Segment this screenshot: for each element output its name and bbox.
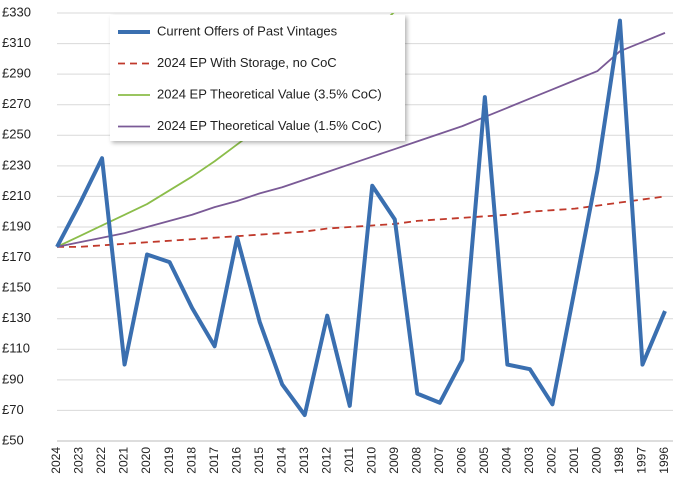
x-tick-label: 2012 xyxy=(319,447,333,474)
y-tick-label: £70 xyxy=(2,402,24,417)
x-tick-label: 2007 xyxy=(432,447,446,474)
y-tick-label: £190 xyxy=(2,218,31,233)
y-tick-label: £170 xyxy=(2,249,31,264)
x-tick-label: 2001 xyxy=(567,447,581,474)
legend-box xyxy=(110,15,405,141)
y-tick-label: £290 xyxy=(2,66,31,81)
x-tick-label: 2014 xyxy=(274,447,288,474)
x-tick-label: 2008 xyxy=(409,447,423,474)
legend-label: Current Offers of Past Vintages xyxy=(157,23,338,38)
y-tick-label: £210 xyxy=(2,188,31,203)
x-tick-label: 2015 xyxy=(252,447,266,474)
y-tick-label: £130 xyxy=(2,310,31,325)
y-tick-label: £270 xyxy=(2,96,31,111)
y-tick-label: £250 xyxy=(2,127,31,142)
y-tick-label: £110 xyxy=(2,341,30,356)
x-tick-label: 2011 xyxy=(342,447,356,473)
x-tick-label: 2005 xyxy=(477,447,491,474)
x-tick-label: 2024 xyxy=(49,447,63,474)
legend-label: 2024 EP Theoretical Value (3.5% CoC) xyxy=(157,86,382,101)
y-tick-label: £330 xyxy=(2,4,31,19)
y-tick-label: £230 xyxy=(2,157,31,172)
x-tick-label: 2000 xyxy=(590,447,604,474)
y-tick-label: £150 xyxy=(2,280,31,295)
x-tick-label: 2013 xyxy=(297,447,311,474)
y-tick-label: £50 xyxy=(2,432,24,447)
x-tick-label: 2009 xyxy=(387,447,401,474)
legend: Current Offers of Past Vintages 2024 EP W… xyxy=(110,15,405,141)
legend-label: 2024 EP Theoretical Value (1.5% CoC) xyxy=(157,118,382,133)
x-tick-label: 1997 xyxy=(635,447,649,474)
x-tick-label: 2003 xyxy=(522,447,536,474)
x-tick-label: 2002 xyxy=(545,447,559,474)
x-tick-label: 2018 xyxy=(184,447,198,474)
y-tick-label: £90 xyxy=(2,371,24,386)
x-tick-label: 2022 xyxy=(94,447,108,474)
x-tick-label: 2010 xyxy=(364,447,378,474)
series-line xyxy=(55,18,667,418)
x-tick-label: 2004 xyxy=(500,447,514,474)
series-line xyxy=(56,32,666,248)
legend-label: 2024 EP With Storage, no CoC xyxy=(157,55,337,70)
x-tick-label: 1998 xyxy=(612,447,626,474)
x-tick-label: 2023 xyxy=(72,447,86,474)
x-tick-label: 1996 xyxy=(657,447,671,474)
x-tick-label: 2021 xyxy=(117,447,131,474)
x-tick-label: 2006 xyxy=(455,447,469,474)
x-tick-label: 2020 xyxy=(139,447,153,474)
y-tick-label: £310 xyxy=(2,35,31,50)
x-tick-label: 2019 xyxy=(162,447,176,474)
x-tick-label: 2016 xyxy=(229,447,243,474)
series-line xyxy=(57,195,666,248)
x-tick-label: 2017 xyxy=(207,447,221,474)
